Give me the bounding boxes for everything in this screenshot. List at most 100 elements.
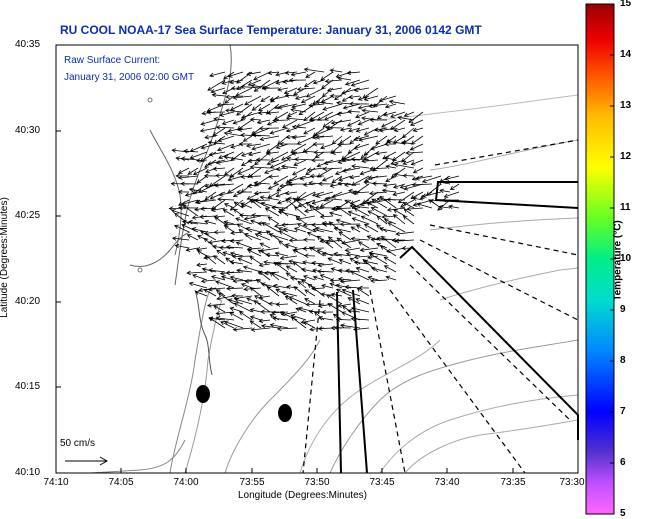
current-vector-head [366,201,371,206]
current-vector [236,103,253,116]
current-vector [216,317,235,321]
current-vector [186,247,199,251]
current-vector [252,134,271,137]
current-vector [224,203,235,209]
current-vector [178,175,199,179]
current-vector-head [211,275,216,280]
current-vector [233,119,244,124]
current-vector-head [421,193,427,198]
current-vector-head [357,96,363,101]
current-vector-head [200,145,206,150]
current-vector [313,276,325,281]
current-vector [323,167,343,170]
x-tick-label: 73:50 [304,477,330,488]
current-vector [390,119,406,130]
y-tick-label: 40:25 [15,210,41,221]
current-vector-head [295,215,300,220]
current-vector-head [240,132,245,138]
current-vector-head [319,214,325,219]
current-vector [321,95,334,103]
colorbar-ticks [610,54,614,464]
current-vector-head [311,222,316,228]
current-vector-head [218,154,223,159]
current-vector-head [194,199,200,205]
current-vector [265,207,280,217]
current-vector-head [330,325,335,331]
current-vector-head [305,93,311,98]
current-vector [393,135,406,144]
current-vector [255,199,271,201]
current-vector-head [368,103,373,109]
current-vector [382,189,397,193]
current-vector-head [229,238,235,244]
current-vector-head [217,147,222,152]
current-vector [318,303,334,307]
current-vector-head [204,195,210,201]
current-vector-head [409,121,415,126]
current-vector [337,143,352,145]
current-vector [251,85,271,89]
current-vector-head [256,119,262,125]
current-vector-head [192,170,198,176]
current-vector-head [207,140,213,145]
current-vector [336,102,352,105]
current-vector-head [284,243,290,248]
current-vector-head [287,181,293,187]
current-vector-head [371,198,377,203]
current-vector-head [411,182,417,187]
current-vector-head [291,151,297,156]
current-vector-head [266,161,272,166]
current-vector [342,167,361,172]
current-vector-head [403,208,409,213]
current-vector-head [388,99,394,105]
current-vector-head [335,283,341,288]
current-vector-head [275,72,280,77]
current-vector-head [392,214,398,219]
current-vector [320,239,334,242]
current-vector-head [200,278,206,284]
current-vector-head [371,181,377,186]
current-vector-head [399,184,405,189]
current-vector [278,240,289,249]
current-vector [398,116,415,121]
current-vector-head [177,169,183,174]
current-vector [251,214,271,217]
current-vector-head [341,168,347,173]
current-vector-head [239,311,244,316]
current-vector-head [403,112,409,117]
current-vector [223,71,235,80]
current-vector-head [240,161,246,167]
current-vector [233,327,253,331]
current-vector-head [336,142,342,147]
current-vector-head [174,243,180,249]
current-vector [376,224,388,233]
current-vector [185,191,199,196]
current-vector [406,151,424,154]
current-vector-head [368,190,374,196]
current-vector-head [236,111,241,116]
current-vector-head [269,96,275,102]
current-vector [215,175,235,177]
current-vector-head [363,180,368,185]
current-vector [413,167,424,174]
current-vector-head [349,203,355,209]
current-vector-head [284,190,290,196]
current-vector-head [308,102,313,108]
current-vector-head [349,257,355,262]
current-vector [321,284,334,289]
current-vector-head [249,320,255,325]
current-vector-head [357,121,363,126]
current-vector-head [359,247,365,253]
current-vector [375,151,388,155]
current-vector-head [285,128,291,133]
current-vector [280,199,298,212]
current-vector-head [218,192,224,197]
current-vector [350,271,370,281]
current-vector [338,231,352,241]
current-vector [199,215,217,218]
current-vector [278,211,298,217]
current-vector-head [300,319,306,325]
current-vector-head [291,124,297,130]
current-vector [216,249,226,257]
current-vector [259,295,271,299]
